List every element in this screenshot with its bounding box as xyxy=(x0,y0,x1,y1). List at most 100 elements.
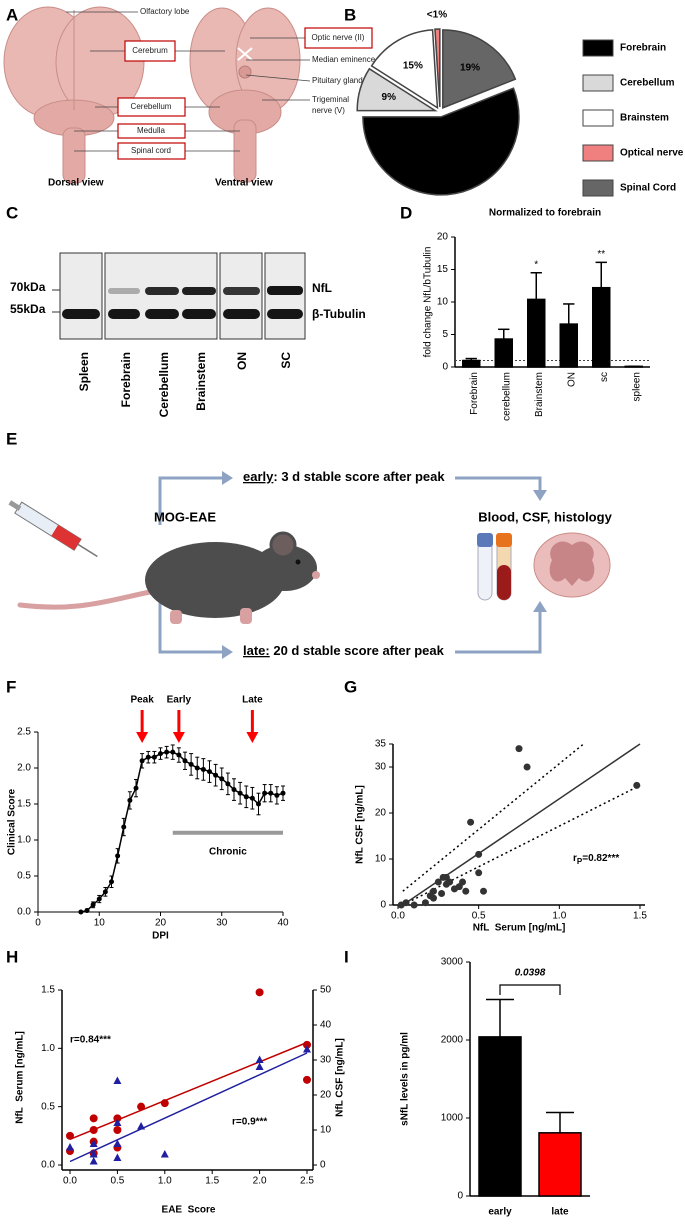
data-point xyxy=(255,1055,264,1063)
x-tick-label: 2.0 xyxy=(253,1176,267,1187)
y-tick-label: 5 xyxy=(442,329,448,340)
data-point xyxy=(256,801,261,807)
data-point xyxy=(194,765,200,771)
correlation-r: r xyxy=(573,853,577,864)
western-blot xyxy=(52,252,306,340)
x-tick-label: Forebrain xyxy=(469,372,480,415)
data-point xyxy=(170,749,176,755)
data-point xyxy=(438,890,446,897)
data-point xyxy=(176,752,182,758)
data-point xyxy=(480,887,488,895)
data-point xyxy=(207,769,212,775)
data-point xyxy=(139,758,145,764)
significance: ** xyxy=(597,249,605,260)
x-tick-label: spleen xyxy=(631,372,642,401)
data-point xyxy=(446,878,454,886)
data-point xyxy=(429,887,437,895)
y-tick-label: 10 xyxy=(375,854,387,865)
pie-slice xyxy=(434,28,441,108)
bar xyxy=(527,298,546,368)
legend-swatch xyxy=(582,39,614,57)
brain-label: Olfactory lobe xyxy=(140,7,190,16)
data-point xyxy=(231,787,237,793)
data-point xyxy=(237,790,243,796)
data-point xyxy=(303,1040,311,1049)
data-point xyxy=(402,899,410,907)
correlation-sub: P xyxy=(577,857,583,866)
data-point xyxy=(89,1126,98,1134)
data-point xyxy=(280,790,286,796)
marker-label: Early xyxy=(167,695,192,706)
data-point xyxy=(200,766,206,772)
y-tick-label: 0 xyxy=(442,362,448,373)
y-tick-label: 40 xyxy=(320,1020,332,1031)
data-point xyxy=(109,879,114,885)
brain-label: Median eminence xyxy=(312,55,376,64)
data-point xyxy=(160,1150,169,1158)
x-tick-label: 40 xyxy=(277,918,289,929)
panel-label: H xyxy=(6,947,18,966)
brain-illustration xyxy=(3,6,301,184)
data-point xyxy=(151,754,157,760)
legend-swatch xyxy=(582,179,614,197)
confidence-band xyxy=(402,743,585,892)
y-tick-label: 0 xyxy=(320,1160,326,1171)
data-point xyxy=(137,1102,146,1111)
data-point xyxy=(113,1139,122,1147)
legend-swatch xyxy=(582,109,614,127)
blot-band: β-Tubulin xyxy=(312,307,366,321)
y-tick-label: 0.0 xyxy=(41,1160,55,1171)
data-point xyxy=(137,1122,146,1130)
data-point xyxy=(113,1114,122,1123)
panel-label: G xyxy=(344,677,357,696)
view-label: Dorsal view xyxy=(48,178,104,189)
x-tick-label: 1.5 xyxy=(633,911,647,922)
design-early: early: 3 d stable score after peak xyxy=(243,469,445,484)
y-tick-label: 20 xyxy=(437,232,449,243)
x-tick-label: 20 xyxy=(155,918,167,929)
blot-lane: Brainstem xyxy=(194,352,208,411)
y-axis-label: fold change NfL/bTubulin xyxy=(423,247,434,358)
data-point xyxy=(113,1076,122,1084)
x-tick-label: early xyxy=(488,1207,512,1218)
data-point xyxy=(102,889,108,895)
chart-title: Normalized to forebrain xyxy=(489,208,601,219)
pie-slice xyxy=(362,87,520,196)
design-term: late: xyxy=(243,643,270,658)
y-tick-label: 30 xyxy=(320,1055,332,1066)
panel-label: A xyxy=(6,5,18,24)
y-tick-label: 20 xyxy=(375,808,387,819)
y-tick-label: 2.0 xyxy=(17,763,31,774)
marker-label: Late xyxy=(242,695,263,706)
data-point xyxy=(243,794,249,800)
data-point xyxy=(462,887,470,895)
arrow-heads xyxy=(222,471,547,659)
x-tick-label: 0 xyxy=(35,918,41,929)
x-tick-label: Brainstem xyxy=(534,372,545,417)
data-point xyxy=(213,772,219,778)
y-tick-label: 0 xyxy=(380,900,386,911)
bar xyxy=(592,286,611,368)
y-axis-label: Clinical Score xyxy=(7,788,18,855)
data-point xyxy=(145,754,151,760)
pie-slice xyxy=(356,67,438,112)
y-axis-label: sNfL levels in pg/ml xyxy=(400,1032,411,1126)
blot-marker: 55kDa xyxy=(10,302,46,316)
legend-label: Forebrain xyxy=(620,43,666,54)
data-point xyxy=(475,850,483,858)
y-axis-label: NfL Serum [ng/mL] xyxy=(15,1031,26,1124)
data-point xyxy=(303,1045,311,1053)
design-text: : 3 d stable score after peak xyxy=(273,469,445,484)
design-term: early xyxy=(243,469,274,484)
syringe-illustration xyxy=(8,500,98,558)
legend-label: Optical nerve xyxy=(620,148,684,159)
x-axis-label: NfL Serum [ng/mL] xyxy=(473,923,566,934)
data-point xyxy=(66,1131,74,1140)
x-tick-label: 0.0 xyxy=(391,911,405,922)
data-point xyxy=(274,792,280,798)
data-point xyxy=(182,758,188,764)
brain-label: Spinal cord xyxy=(131,146,171,155)
data-point xyxy=(78,909,84,915)
data-point xyxy=(303,1075,311,1084)
